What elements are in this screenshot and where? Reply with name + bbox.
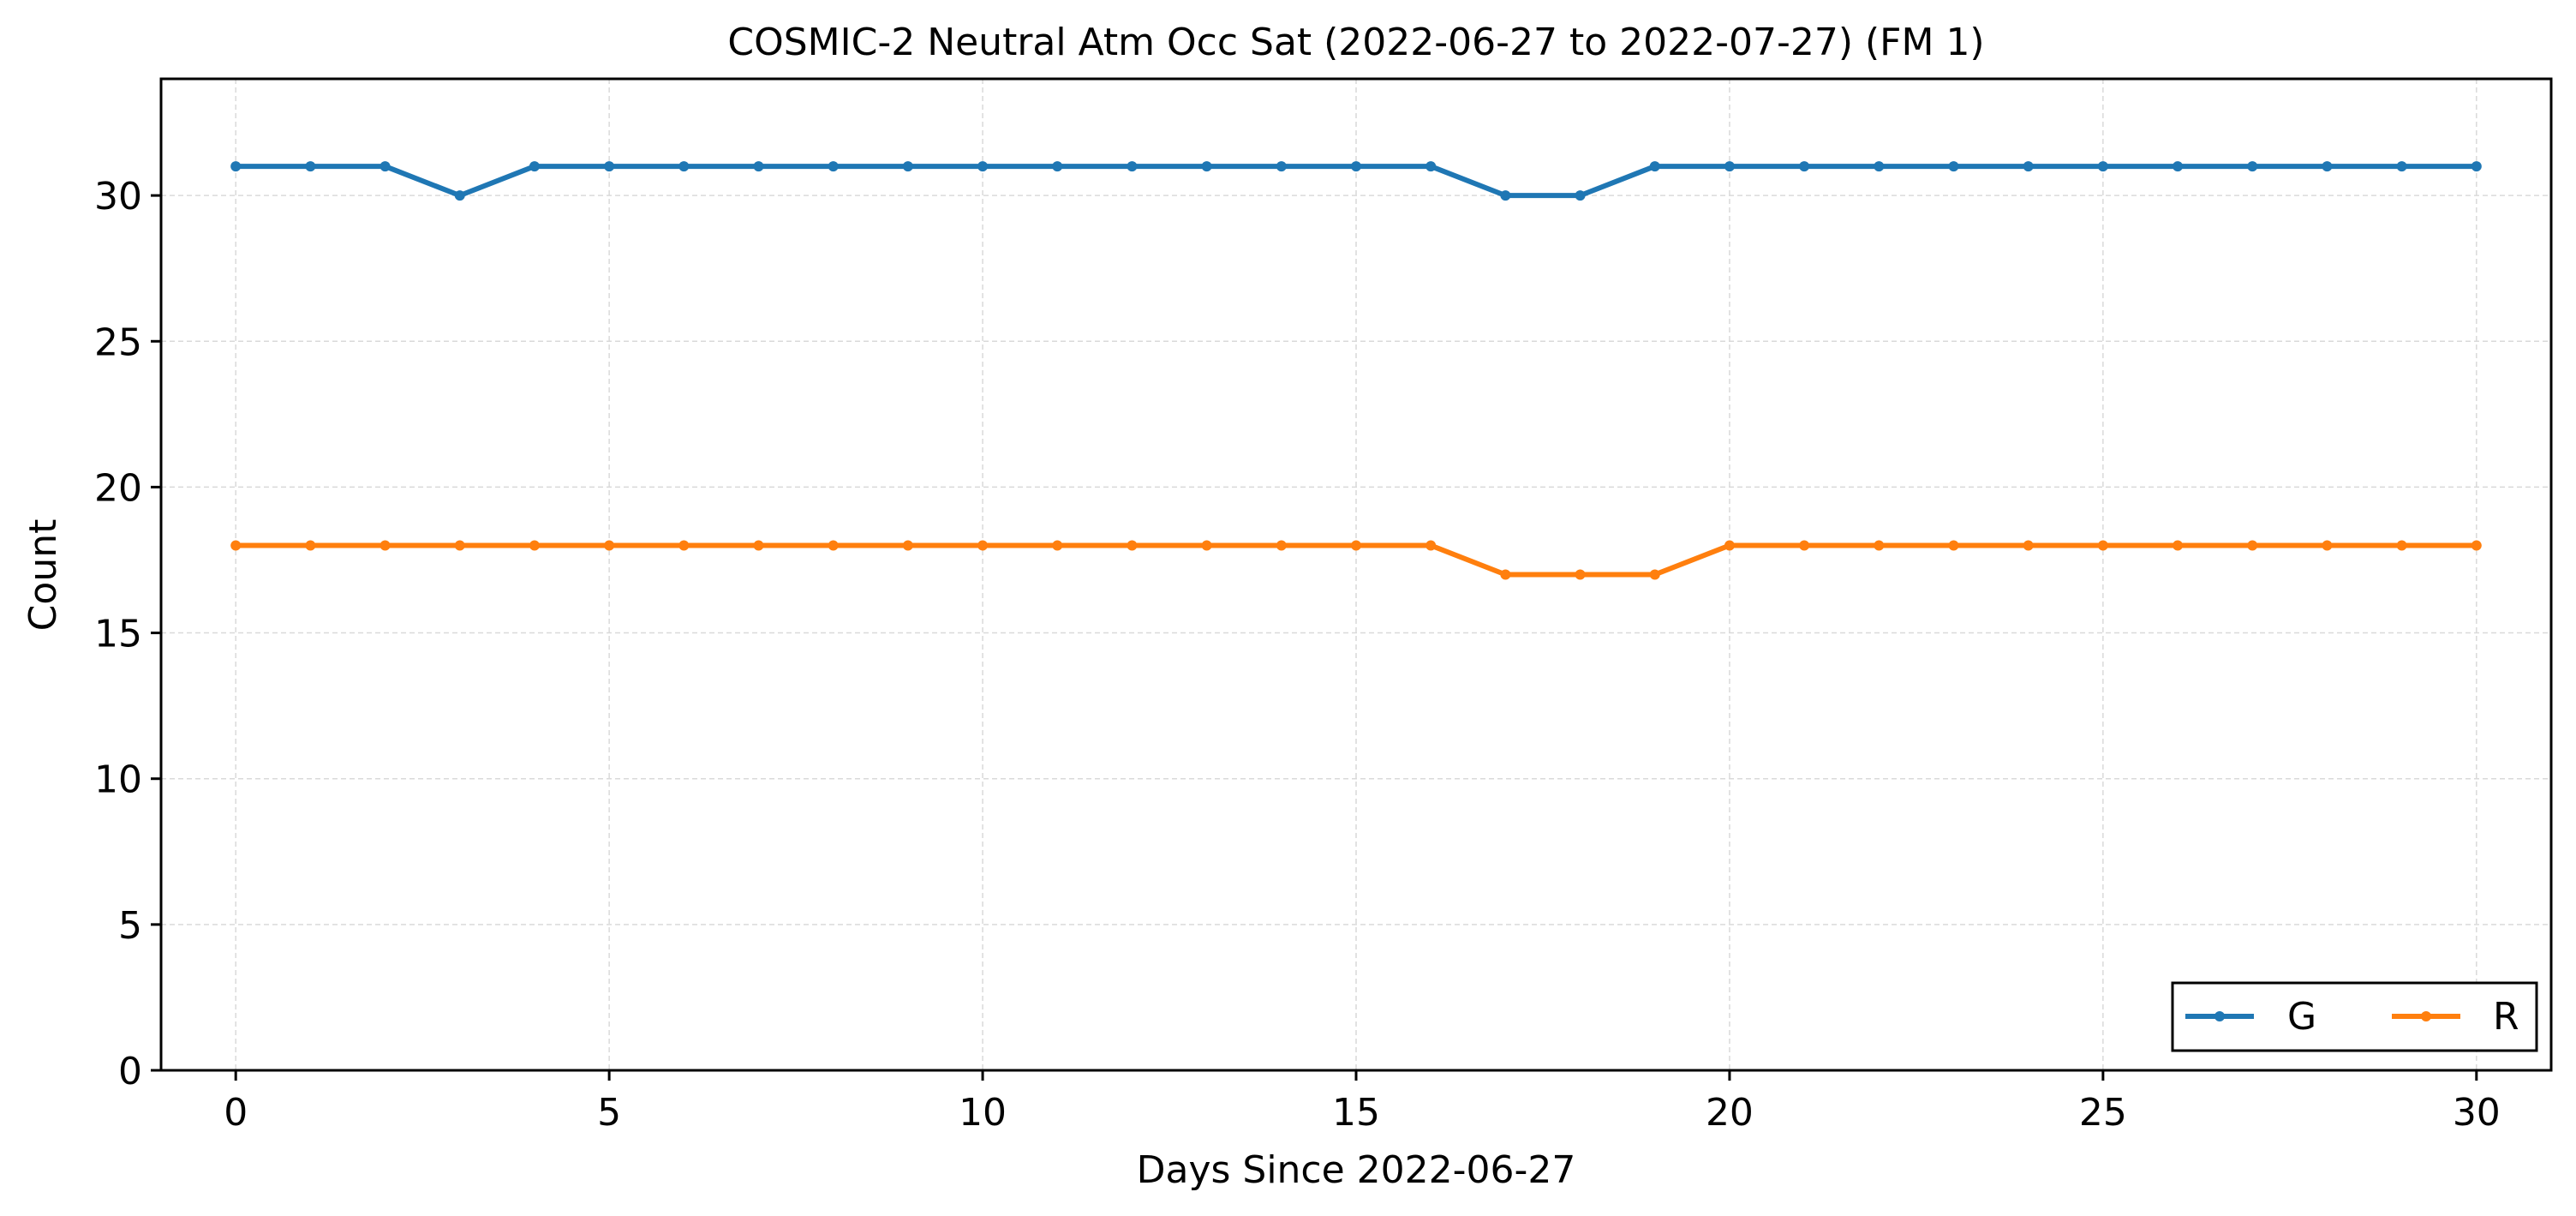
chart-title: COSMIC-2 Neutral Atm Occ Sat (2022-06-27… [727,21,1984,64]
data-point-g [380,161,391,172]
data-point-r [454,540,465,551]
data-point-r [2173,540,2184,551]
data-point-g [529,161,540,172]
x-tick-label: 5 [597,1091,621,1135]
legend-label-r: R [2493,995,2519,1039]
x-tick-label: 30 [2453,1091,2501,1135]
data-point-r [529,540,540,551]
grid-lines [161,79,2551,1071]
x-axis-title: Days Since 2022-06-27 [1137,1148,1576,1192]
data-point-r [2247,540,2258,551]
data-point-g [2322,161,2333,172]
legend: G R [2171,981,2538,1052]
data-point-g [1799,161,1810,172]
data-point-g [678,161,690,172]
data-point-r [678,540,690,551]
data-point-r [230,540,242,551]
data-point-g [230,161,242,172]
x-tick-label: 15 [1332,1091,1380,1135]
data-point-r [2471,540,2482,551]
series-r [230,540,2482,580]
data-point-g [2173,161,2184,172]
data-point-r [1874,540,1885,551]
y-tick-label: 30 [94,175,142,219]
y-axis-title: Count [21,519,65,632]
data-point-g [2396,161,2407,172]
y-tick-label: 0 [118,1050,142,1093]
data-point-r [1724,540,1735,551]
data-point-r [1799,540,1810,551]
data-point-r [2322,540,2333,551]
data-point-r [1425,540,1437,551]
series-layer [230,161,2482,580]
legend-label-g: G [2287,995,2316,1039]
data-point-g [1127,161,1138,172]
legend-marker-g [2214,1011,2225,1021]
data-point-g [454,190,465,201]
y-tick-label: 20 [94,466,142,510]
data-point-g [1201,161,1212,172]
data-point-r [1052,540,1063,551]
data-point-r [305,540,316,551]
x-tick-label: 20 [1706,1091,1754,1135]
data-point-g [1351,161,1361,172]
data-point-r [2023,540,2034,551]
data-point-r [2097,540,2108,551]
data-point-g [1276,161,1287,172]
data-point-r [1351,540,1361,551]
data-point-g [1649,161,1660,172]
data-point-r [1649,569,1660,580]
data-point-r [902,540,913,551]
data-point-r [380,540,391,551]
x-tick-label: 25 [2079,1091,2127,1135]
data-point-r [604,540,615,551]
data-point-g [1052,161,1063,172]
x-tick-label: 0 [224,1091,248,1135]
data-point-g [305,161,316,172]
data-point-g [1500,190,1511,201]
data-point-r [1948,540,1959,551]
y-tick-label: 15 [94,613,142,656]
data-point-r [1201,540,1212,551]
data-point-g [1575,190,1586,201]
data-point-r [977,540,989,551]
x-axis: 0 5 10 15 20 25 30 [224,1070,2501,1135]
legend-marker-r [2421,1011,2431,1021]
data-point-g [828,161,839,172]
data-point-g [2097,161,2108,172]
y-tick-label: 10 [94,758,142,802]
data-point-g [1874,161,1885,172]
data-point-g [977,161,989,172]
data-point-r [828,540,839,551]
data-point-g [1425,161,1437,172]
data-point-g [2023,161,2034,172]
data-point-r [1575,569,1586,580]
y-tick-label: 25 [94,320,142,364]
x-tick-label: 10 [959,1091,1007,1135]
y-axis: 0 5 10 15 20 25 30 [94,175,161,1093]
data-point-g [1948,161,1959,172]
data-point-g [604,161,615,172]
data-point-g [2247,161,2258,172]
data-point-g [753,161,764,172]
data-point-g [902,161,913,172]
data-point-g [1724,161,1735,172]
data-point-g [2471,161,2482,172]
series-g [230,161,2482,201]
y-tick-label: 5 [118,904,142,948]
data-point-r [2396,540,2407,551]
data-point-r [1127,540,1138,551]
data-point-r [1500,569,1511,580]
data-point-r [753,540,764,551]
data-point-r [1276,540,1287,551]
